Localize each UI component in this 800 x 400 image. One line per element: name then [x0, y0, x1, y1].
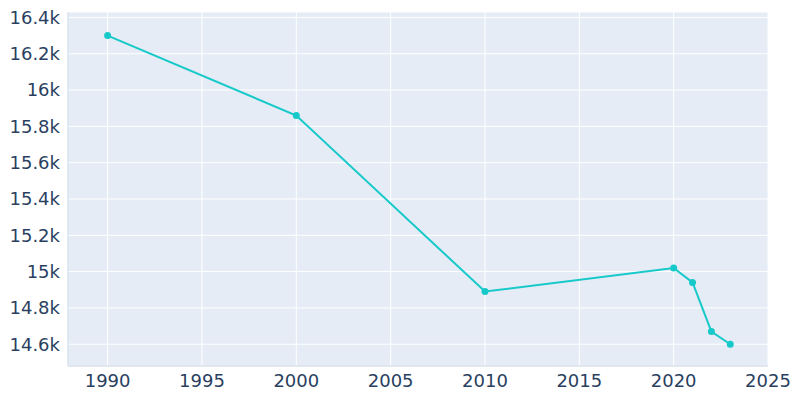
svg-text:2020: 2020: [651, 370, 697, 391]
svg-text:2015: 2015: [556, 370, 602, 391]
svg-text:14.6k: 14.6k: [9, 334, 60, 355]
svg-text:2010: 2010: [462, 370, 508, 391]
svg-text:16k: 16k: [27, 79, 61, 100]
svg-text:15.6k: 15.6k: [9, 152, 60, 173]
svg-text:16.4k: 16.4k: [9, 7, 60, 28]
svg-text:2000: 2000: [273, 370, 319, 391]
svg-text:1990: 1990: [85, 370, 131, 391]
svg-text:15.4k: 15.4k: [9, 188, 60, 209]
svg-text:2025: 2025: [745, 370, 791, 391]
svg-text:2005: 2005: [368, 370, 414, 391]
svg-text:15.2k: 15.2k: [9, 225, 60, 246]
svg-text:1995: 1995: [179, 370, 225, 391]
svg-text:14.8k: 14.8k: [9, 297, 60, 318]
svg-text:15k: 15k: [27, 261, 61, 282]
svg-text:16.2k: 16.2k: [9, 43, 60, 64]
svg-text:15.8k: 15.8k: [9, 116, 60, 137]
